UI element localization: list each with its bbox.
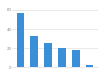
- Bar: [58, 48, 66, 67]
- Bar: [16, 13, 24, 67]
- Bar: [44, 43, 52, 67]
- Bar: [30, 36, 38, 67]
- Bar: [72, 50, 80, 67]
- Bar: [86, 65, 94, 67]
